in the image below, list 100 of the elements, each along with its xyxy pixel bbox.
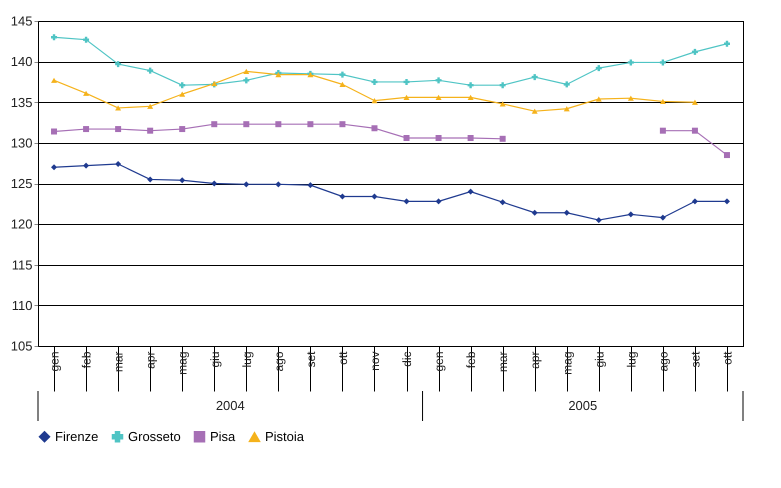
- point: [307, 121, 314, 128]
- x-tick-label: lug: [624, 352, 638, 368]
- y-tick-label: 110: [12, 298, 32, 313]
- x-tick-label: ott: [336, 350, 350, 365]
- x-tick-label: gen: [48, 352, 62, 372]
- x-tick-label: ago: [272, 351, 286, 372]
- point: [628, 211, 634, 218]
- x-tick-label: mag: [176, 352, 190, 375]
- point: [275, 181, 282, 188]
- point: [500, 136, 506, 142]
- point: [211, 180, 218, 186]
- point: [692, 100, 698, 105]
- point: [115, 61, 122, 68]
- point: [179, 177, 186, 184]
- point: [500, 199, 506, 206]
- point: [532, 108, 538, 114]
- point: [596, 96, 602, 102]
- y-tick-label: 135: [10, 94, 32, 110]
- point: [115, 105, 122, 111]
- point: [468, 135, 474, 141]
- point: [371, 78, 378, 85]
- point: [51, 164, 58, 170]
- point: [660, 214, 666, 221]
- point: [179, 126, 186, 132]
- point: [83, 126, 90, 132]
- point: [371, 98, 378, 104]
- point: [436, 198, 442, 204]
- point: [724, 40, 730, 47]
- point: [147, 128, 154, 134]
- point: [51, 34, 58, 40]
- text: 2005: [568, 398, 598, 413]
- point: [692, 198, 698, 204]
- point: [532, 210, 538, 216]
- point: [339, 121, 346, 128]
- x-tick-label: set: [688, 350, 702, 368]
- y-tick-label: 140: [10, 54, 32, 70]
- x-tick-label: nov: [368, 352, 382, 371]
- point: [596, 217, 602, 224]
- y-tick-label: 145: [10, 14, 32, 28]
- point: [339, 72, 346, 78]
- point: [436, 77, 442, 84]
- point: [115, 161, 122, 167]
- point: [83, 36, 90, 43]
- point: [179, 92, 186, 97]
- point: [51, 78, 58, 83]
- x-tick-label: mag: [560, 352, 574, 375]
- y-tick-label: 105: [10, 338, 32, 354]
- x-tick-label: ott: [720, 350, 734, 365]
- point: [371, 125, 378, 132]
- x-tick-label: giu: [592, 352, 606, 368]
- legend-label: Pistoia: [265, 429, 305, 444]
- x-tick-label: giu: [208, 352, 222, 368]
- point: [147, 104, 154, 109]
- point: [564, 106, 570, 112]
- point: [468, 82, 474, 88]
- point: [436, 94, 442, 100]
- x-tick-label: apr: [528, 351, 542, 369]
- point: [339, 82, 346, 87]
- point: [83, 90, 90, 96]
- point: [564, 81, 570, 88]
- point: [307, 182, 314, 188]
- legend-label: Firenze: [55, 428, 98, 444]
- point: [500, 101, 506, 106]
- x-tick-label: apr: [144, 351, 158, 369]
- y-tick-label: 120: [10, 216, 32, 232]
- point: [243, 77, 250, 84]
- point: [404, 94, 410, 100]
- point: [179, 82, 186, 88]
- legend-label: Grosseto: [128, 428, 181, 444]
- point: [436, 135, 442, 141]
- point: [83, 162, 90, 169]
- x-tick-label: mar: [112, 352, 126, 372]
- point: [468, 188, 474, 195]
- point: [211, 121, 218, 128]
- x-tick-label: feb: [464, 351, 478, 368]
- text: 2004: [216, 398, 245, 413]
- y-tick-label: 115: [12, 257, 32, 272]
- point: [692, 48, 698, 55]
- point: [51, 128, 58, 134]
- point: [243, 181, 250, 188]
- point: [147, 176, 154, 182]
- x-tick-label: mar: [496, 352, 510, 372]
- y-tick-label: 125: [10, 176, 32, 191]
- point: [500, 82, 506, 88]
- point: [660, 59, 666, 66]
- point: [115, 126, 122, 132]
- point: [596, 65, 602, 72]
- point: [660, 98, 666, 104]
- point: [724, 152, 730, 158]
- point: [564, 210, 570, 216]
- point: [243, 121, 250, 128]
- point: [724, 198, 730, 204]
- x-tick-label: lug: [240, 352, 254, 368]
- x-tick-label: gen: [432, 352, 446, 372]
- x-tick-label: feb: [80, 351, 94, 368]
- x-tick-label: set: [304, 350, 318, 368]
- point: [404, 135, 410, 141]
- y-tick-label: 130: [10, 135, 32, 150]
- legend-label: Pisa: [210, 428, 236, 444]
- x-tick-label: dic: [400, 352, 414, 367]
